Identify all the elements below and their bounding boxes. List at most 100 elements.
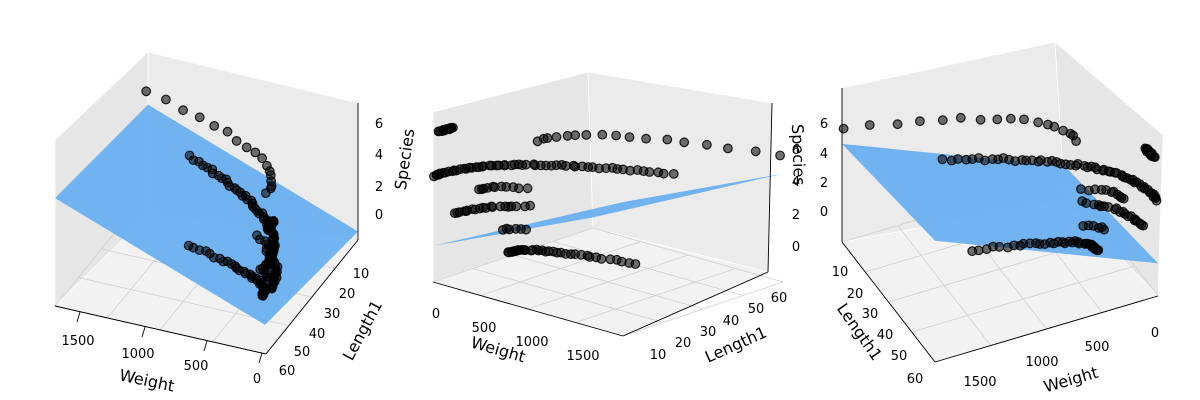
z-tick-label: 2 [820,176,828,191]
data-points [838,112,1162,257]
z-tick-labels: 0 2 4 6 [375,117,383,223]
x-tick-label: 1000 [515,335,548,350]
data-point [241,142,252,153]
z-tick-label: 2 [375,180,383,195]
data-point [955,112,966,123]
data-point [1140,143,1151,154]
y-tick-labels: 10 20 30 40 50 60 [650,291,788,363]
x-axis-line [934,295,1159,363]
z-tick-label: 0 [820,205,828,220]
data-point [662,134,673,145]
data-point [937,115,948,126]
data-points [429,122,785,269]
y-tick-label: 40 [723,314,740,329]
y-tick-label: 10 [832,265,849,280]
x-axis-line [54,305,267,355]
data-point [262,160,272,171]
subplot-front: 0 500 1000 1500 10 20 30 40 50 60 0 2 4 … [429,71,809,367]
data-point [864,120,875,130]
data-point [1019,114,1029,125]
data-point [1077,196,1088,207]
data-point [775,150,785,161]
z-tick-label: 4 [375,148,383,163]
regression-plane [55,104,358,325]
data-point [723,143,733,154]
grid-line [592,227,784,283]
data-point [268,215,279,226]
y-tick-label: 20 [339,287,356,302]
x-tick-label: 1500 [963,375,996,390]
data-point [967,246,978,257]
data-point [668,168,679,179]
data-point [1005,113,1016,124]
data-point [892,119,903,130]
data-point [750,146,761,157]
grid-line [622,281,784,337]
x-tick-label: 500 [1085,340,1110,355]
x-tick-mark [203,340,208,352]
data-point [937,154,948,165]
y-tick-label: 10 [650,348,667,363]
data-point [141,86,152,97]
data-point [513,183,524,194]
data-point [184,150,195,161]
data-point [570,130,581,141]
data-point [1058,125,1068,136]
z-tick-labels: 0 2 4 6 [792,143,800,255]
data-point [511,201,522,212]
x-tick-mark [141,326,146,338]
y-tick-label: 30 [324,307,341,322]
data-point [487,202,498,213]
data-point [1033,117,1044,128]
data-point [915,116,925,127]
x-tick-labels: 1500 1000 500 0 [61,311,263,387]
data-point [250,147,261,158]
data-point [521,159,531,170]
data-point [1083,185,1094,196]
z-axis-line [767,102,773,273]
x-tick-label: 0 [1151,326,1159,341]
data-point [448,122,458,133]
x-tick-label: 0 [253,372,261,387]
z-tick-label: 0 [792,240,800,255]
x-tick-mark [258,352,263,364]
y-axis-line [265,239,359,355]
data-point [702,139,712,150]
subplot-right: 1500 1000 500 0 10 20 30 40 50 60 0 2 4 … [820,41,1164,396]
z-tick-labels: 0 2 4 6 [820,117,828,220]
data-point [992,114,1003,125]
data-point [624,132,635,143]
y-tick-label: 50 [748,302,765,317]
y-tick-labels: 10 20 30 40 50 60 [279,267,370,379]
data-point [551,132,562,142]
data-point [946,155,957,166]
y-tick-label: 60 [771,291,788,306]
x-tick-label: 1000 [121,347,154,362]
data-point [183,240,194,251]
x-tick-label: 500 [184,359,209,374]
y-tick-label: 60 [279,364,296,379]
data-point [644,167,655,177]
regression-plane [842,143,1158,264]
subplot-left: 1500 1000 500 0 10 20 30 40 50 60 0 2 4 … [54,51,418,396]
x-tick-mark [76,311,81,323]
data-point [1078,220,1089,231]
x-tick-labels: 1500 1000 500 0 [963,326,1159,390]
y-tick-labels: 10 20 30 40 50 60 [832,265,924,387]
data-point [209,120,220,131]
data-point [597,129,608,140]
z-tick-label: 6 [820,117,828,132]
y-axis-line [841,241,936,363]
x-axis-line [432,281,624,337]
z-axis-label: Species [391,127,418,191]
y-tick-label: 50 [294,345,311,360]
z-axis-label: Species [788,124,809,186]
x-tick-label: 0 [432,307,440,322]
data-point [596,253,607,264]
x-tick-label: 1000 [1025,355,1058,370]
z-tick-label: 6 [792,143,800,158]
x-tick-label: 500 [472,321,497,336]
y-tick-label: 30 [862,307,879,322]
z-tick-label: 4 [820,147,828,162]
